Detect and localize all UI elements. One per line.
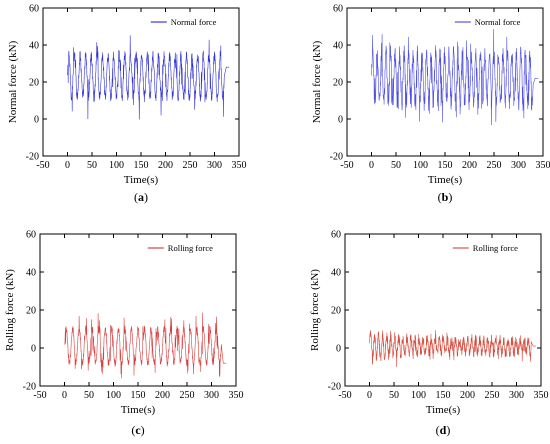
x-tick-label: 250 bbox=[180, 390, 195, 401]
x-tick-label: 50 bbox=[87, 160, 97, 171]
x-tick-label: 150 bbox=[134, 160, 149, 171]
y-tick-label: 20 bbox=[333, 78, 343, 89]
legend-label: Normal force bbox=[475, 17, 521, 27]
x-tick-label: 200 bbox=[158, 160, 173, 171]
x-tick-label: 100 bbox=[411, 390, 426, 401]
x-tick-label: 100 bbox=[413, 160, 428, 171]
y-tick-label: -20 bbox=[328, 382, 341, 393]
y-tick-label: 0 bbox=[34, 115, 39, 126]
x-tick-label: 150 bbox=[438, 160, 453, 171]
x-tick-label: 250 bbox=[487, 160, 502, 171]
x-tick-label: 250 bbox=[485, 390, 500, 401]
y-tick-label: 20 bbox=[26, 306, 36, 317]
y-tick-label: 40 bbox=[331, 268, 341, 279]
x-tick-label: 200 bbox=[462, 160, 477, 171]
chart-panel-2: -50 0 50 100 150 200 250 300 350 -20 0 20 40 60 Time(s… bbox=[311, 4, 550, 205]
y-tick-label: -20 bbox=[23, 382, 36, 393]
y-tick-label: 0 bbox=[336, 344, 341, 355]
x-tick-label: 100 bbox=[106, 390, 121, 401]
x-tick-label: -50 bbox=[36, 160, 49, 171]
chart-panel-1: -50 0 50 100 150 200 250 300 350 -20 0 20 40 60 Time(s… bbox=[7, 4, 247, 205]
x-tick-label: 250 bbox=[183, 160, 198, 171]
x-tick-label: 350 bbox=[536, 160, 550, 171]
x-tick-label: 300 bbox=[511, 160, 526, 171]
x-axis-label: Time(s) bbox=[428, 174, 463, 186]
y-axis-label: Rolling force (kN) bbox=[4, 269, 16, 351]
y-tick-label: 40 bbox=[29, 41, 39, 52]
x-tick-label: 50 bbox=[84, 390, 94, 401]
x-tick-label: 150 bbox=[436, 390, 451, 401]
y-tick-label: -20 bbox=[330, 152, 343, 163]
series-line-1 bbox=[371, 29, 539, 125]
y-axis-label: Normal force (kN) bbox=[311, 40, 323, 123]
x-tick-label: 50 bbox=[391, 160, 401, 171]
panel-caption: (d) bbox=[436, 423, 451, 437]
chart-panel-4: -50 0 50 100 150 200 250 300 350 -20 0 20 40 60 Time(s… bbox=[309, 230, 549, 438]
x-tick-label: 300 bbox=[207, 160, 222, 171]
y-tick-label: 0 bbox=[31, 344, 36, 355]
y-tick-label: 60 bbox=[333, 4, 343, 15]
x-axis-label: Time(s) bbox=[124, 174, 159, 186]
x-tick-label: 200 bbox=[155, 390, 170, 401]
x-axis-label: Time(s) bbox=[121, 404, 156, 416]
y-tick-label: 60 bbox=[26, 230, 36, 241]
y-tick-label: 60 bbox=[29, 4, 39, 15]
legend-label: Rolling force bbox=[473, 243, 518, 253]
series-line-1 bbox=[369, 330, 537, 368]
y-tick-label: 20 bbox=[29, 78, 39, 89]
y-tick-label: -20 bbox=[26, 152, 39, 163]
plot-frame bbox=[42, 7, 240, 157]
panel-caption: (c) bbox=[131, 423, 144, 437]
panel-caption: (b) bbox=[438, 190, 453, 204]
x-tick-label: 300 bbox=[204, 390, 219, 401]
x-tick-label: 200 bbox=[460, 390, 475, 401]
y-tick-label: 20 bbox=[331, 306, 341, 317]
x-tick-label: 150 bbox=[131, 390, 146, 401]
plot-frame bbox=[344, 233, 542, 387]
y-tick-label: 40 bbox=[333, 41, 343, 52]
x-tick-label: 300 bbox=[509, 390, 524, 401]
x-tick-label: 0 bbox=[369, 160, 374, 171]
y-axis-label: Rolling force (kN) bbox=[309, 269, 321, 351]
x-axis-label: Time(s) bbox=[426, 404, 461, 416]
y-tick-label: 0 bbox=[338, 115, 343, 126]
panel-caption: (a) bbox=[134, 190, 148, 204]
series-line-1 bbox=[64, 312, 227, 379]
x-tick-label: -50 bbox=[33, 390, 46, 401]
y-tick-label: 40 bbox=[26, 268, 36, 279]
chart-panel-3: -50 0 50 100 150 200 250 300 350 -20 0 20 40 60 Time(s… bbox=[4, 230, 244, 438]
x-tick-label: 350 bbox=[229, 390, 244, 401]
y-tick-label: 60 bbox=[331, 230, 341, 241]
legend-label: Normal force bbox=[171, 17, 217, 27]
x-tick-label: 350 bbox=[534, 390, 549, 401]
x-tick-label: -50 bbox=[338, 390, 351, 401]
x-tick-label: 100 bbox=[109, 160, 124, 171]
series-line-1 bbox=[67, 35, 230, 120]
x-tick-label: 50 bbox=[389, 390, 399, 401]
legend-label: Rolling force bbox=[168, 243, 213, 253]
x-tick-label: 0 bbox=[65, 160, 70, 171]
x-tick-label: 350 bbox=[232, 160, 247, 171]
y-axis-label: Normal force (kN) bbox=[7, 40, 19, 123]
x-tick-label: 0 bbox=[367, 390, 372, 401]
x-tick-label: -50 bbox=[340, 160, 353, 171]
x-tick-label: 0 bbox=[62, 390, 67, 401]
